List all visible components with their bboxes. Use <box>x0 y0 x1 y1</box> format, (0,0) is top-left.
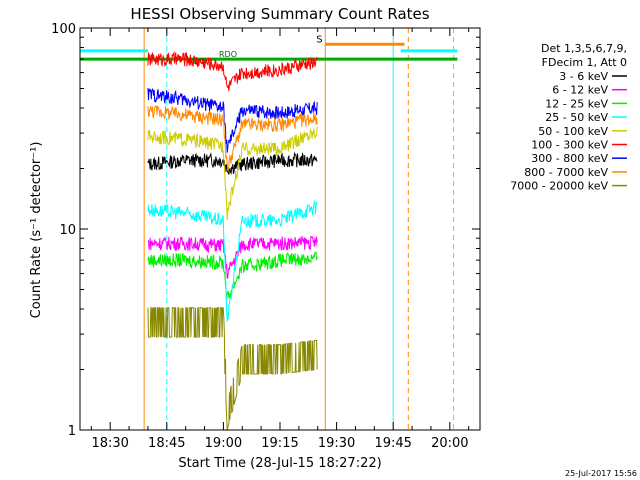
x-tick-label: 19:00 <box>205 436 242 451</box>
legend-entry-label: 800 - 7000 keV <box>524 166 608 179</box>
series-line-4 <box>147 126 318 220</box>
chart-title: HESSI Observing Summary Count Rates <box>130 5 429 23</box>
footer-timestamp: 25-Jul-2017 15:56 <box>565 469 637 478</box>
series-line-5 <box>147 50 318 92</box>
legend-header: Det 1,3,5,6,7,9, <box>541 42 627 55</box>
y-axis-ticks: 1 10 100 <box>51 22 480 439</box>
y-tick-label: 1 <box>68 424 76 439</box>
flag-label-0: S <box>316 34 322 45</box>
legend-header: FDecim 1, Att 0 <box>542 56 627 69</box>
x-tick-label: 20:00 <box>431 436 468 451</box>
legend-entry-label: 12 - 25 keV <box>545 97 608 110</box>
legend-entry-label: 100 - 300 keV <box>531 139 608 152</box>
legend-entry-label: 7000 - 20000 keV <box>510 180 608 193</box>
series-line-8 <box>147 307 318 431</box>
flag-text-1: RDO <box>219 50 237 59</box>
legend-entry-label: 25 - 50 keV <box>545 111 608 124</box>
legend-entry-label: 300 - 800 keV <box>531 152 608 165</box>
x-axis-label: Start Time (28-Jul-15 18:27:22) <box>178 456 381 471</box>
series-line-1 <box>147 235 318 279</box>
legend-entry-label: 3 - 6 keV <box>559 70 608 83</box>
x-tick-label: 18:30 <box>91 436 128 451</box>
series-line-6 <box>147 87 318 153</box>
legend: Det 1,3,5,6,7,9,FDecim 1, Att 03 - 6 keV… <box>510 42 627 193</box>
series-line-2 <box>147 251 318 300</box>
y-tick-label: 100 <box>51 22 76 37</box>
series-line-0 <box>147 151 318 175</box>
x-tick-label: 19:15 <box>261 436 298 451</box>
plot-frame <box>79 27 481 431</box>
series-line-3 <box>147 200 318 322</box>
legend-entry-label: 6 - 12 keV <box>552 84 608 97</box>
series-lines <box>147 50 318 431</box>
x-tick-label: 19:30 <box>318 436 355 451</box>
y-axis-label: Count Rate (s⁻¹ detector⁻¹) <box>29 142 44 319</box>
x-tick-label: 18:45 <box>148 436 185 451</box>
legend-entry-label: 50 - 100 keV <box>538 125 608 138</box>
x-axis-ticks: 18:30 18:45 19:00 19:15 19:30 19:45 20:00 <box>90 28 470 451</box>
y-tick-label: 10 <box>59 223 76 238</box>
x-tick-label: 19:45 <box>374 436 411 451</box>
series-line-7 <box>147 104 318 173</box>
